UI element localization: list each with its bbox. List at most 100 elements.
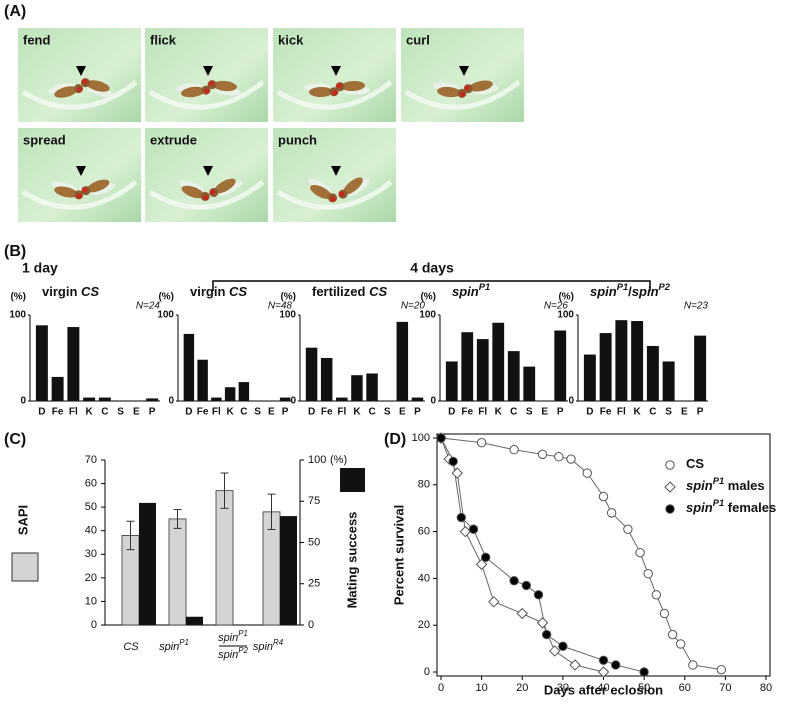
x-tick-label: Fe	[197, 407, 209, 418]
y-unit: (%)	[158, 292, 174, 303]
point	[451, 467, 463, 479]
legend-label: spinP1 males	[686, 476, 765, 493]
point	[488, 596, 500, 608]
bar	[238, 382, 250, 401]
text-run: CS	[229, 284, 247, 299]
fly-eye	[332, 90, 338, 96]
y-tick-label: 100	[279, 310, 296, 321]
bar	[646, 345, 659, 401]
x-tick-label: Fe	[52, 407, 64, 418]
fly-body	[54, 86, 78, 98]
fly-eye	[81, 187, 88, 193]
photo-label: fend	[23, 32, 51, 47]
legend-key	[665, 504, 675, 514]
error-bar	[220, 472, 229, 509]
bar	[662, 361, 675, 401]
fly	[307, 178, 338, 203]
point	[569, 659, 581, 671]
point	[456, 512, 467, 523]
x-tick-label: E	[399, 407, 406, 418]
point	[635, 547, 645, 558]
fly-eye	[204, 88, 210, 94]
point	[537, 449, 548, 460]
bar	[523, 366, 536, 401]
point	[541, 629, 552, 640]
bar	[583, 354, 596, 401]
y-tick-label: 70	[85, 454, 97, 466]
y-tick-label: 30	[85, 548, 97, 560]
legend-key	[664, 481, 676, 493]
text-run: spin	[218, 649, 238, 661]
x-tick-label: 30	[557, 682, 569, 694]
text-run: spin	[218, 632, 238, 644]
x-tick-label: K	[634, 407, 642, 418]
legend-label: SAPI	[15, 505, 30, 535]
bar	[554, 330, 567, 401]
text-run: spin	[590, 284, 617, 299]
text-run: P2	[659, 282, 671, 292]
fly	[81, 179, 116, 196]
y-tick-label: 0	[424, 666, 430, 678]
text-run: spin	[686, 478, 713, 493]
bar	[98, 397, 111, 401]
photo-label: kick	[278, 32, 304, 47]
fly-eye	[330, 196, 336, 202]
text-run: spin	[632, 284, 659, 299]
dish-edge	[21, 80, 138, 110]
point	[459, 525, 472, 538]
fly-eye	[76, 193, 83, 199]
y2-tick-label: 0	[308, 619, 314, 631]
y-tick-label: 0	[168, 396, 174, 407]
y-tick-label: 0	[430, 396, 436, 407]
point	[533, 590, 544, 600]
chart-title: virgin CS	[42, 284, 99, 299]
text-run: spin	[159, 641, 179, 653]
x-tick-label: Fl	[212, 407, 221, 418]
point	[688, 660, 698, 670]
text-run: CS	[81, 284, 99, 299]
x-tick-label: C	[101, 407, 108, 418]
point	[549, 645, 561, 657]
fly-body	[213, 80, 237, 92]
n-label: N=20	[401, 301, 426, 312]
legend-label: CS	[686, 456, 704, 471]
bar	[599, 333, 612, 401]
x-tick-label: D	[38, 407, 45, 418]
y-unit: (%)	[558, 292, 574, 303]
y-tick-label: 50	[85, 501, 97, 513]
x-tick-label: E	[268, 407, 275, 418]
y-tick-label: 80	[418, 479, 430, 491]
x-tick-label: C	[368, 407, 375, 418]
text-run: spin	[686, 500, 713, 515]
bar	[351, 375, 363, 401]
fly-eye	[460, 91, 466, 98]
fly-wing	[219, 180, 243, 196]
text-run: females	[724, 500, 776, 515]
bar	[35, 325, 48, 401]
x-axis-title: Days after eclosion	[544, 682, 663, 697]
photo: extrude	[145, 128, 268, 222]
x-tick-label: 10	[476, 682, 488, 694]
x-tick-label: C	[510, 407, 517, 418]
x-tick-label: S	[384, 407, 391, 418]
fly-body	[86, 179, 110, 193]
error-bar	[267, 493, 276, 531]
fly-wing	[48, 83, 74, 94]
text-run: CS	[686, 456, 704, 471]
arrowhead	[459, 66, 469, 76]
bar	[476, 339, 489, 401]
point	[643, 569, 653, 579]
n-label: N=23	[684, 301, 709, 312]
text-run: P1	[479, 282, 490, 292]
point	[639, 667, 649, 677]
point	[475, 558, 488, 571]
fly-body	[181, 185, 205, 199]
bar	[279, 397, 291, 401]
x-tick-label: P	[557, 407, 564, 418]
dish-edge	[404, 80, 521, 110]
x-tick-label: E	[133, 407, 140, 418]
fly	[175, 83, 211, 98]
point	[536, 617, 549, 629]
y-unit: (%)	[280, 292, 296, 303]
bar	[461, 332, 474, 401]
